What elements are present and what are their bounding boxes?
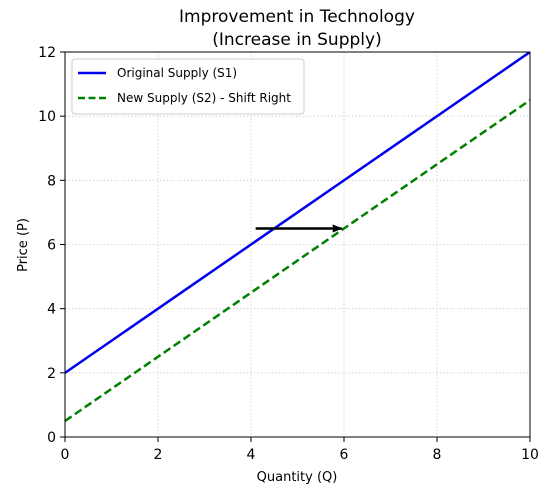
x-tick-label: 4 [247,447,256,463]
x-tick-label: 10 [521,447,539,463]
x-tick-label: 0 [61,447,70,463]
legend-frame [71,58,305,115]
chart-title-line2: (Increase in Supply) [212,30,381,50]
x-tick-label: 8 [433,447,442,463]
series-layer [65,52,530,422]
legend-label-new-supply: New Supply (S2) - Shift Right [117,91,291,105]
y-tick-label: 8 [47,173,56,189]
legend: Original Supply (S1) New Supply (S2) - S… [71,58,305,115]
y-tick-label: 6 [47,238,56,254]
series-line-new-supply [65,99,530,422]
y-tick-label: 0 [47,430,56,446]
x-tick-label: 2 [154,447,163,463]
series-line-original-supply [65,52,530,374]
y-axis-label: Price (P) [16,218,31,272]
y-tick-label: 10 [38,109,56,125]
x-tick-label: 6 [340,447,349,463]
y-tick-label: 12 [38,45,56,61]
y-tick-label: 2 [47,366,56,382]
x-axis-label: Quantity (Q) [257,470,338,485]
legend-label-original-supply: Original Supply (S1) [117,66,237,80]
ticks: 0 2 4 6 8 10 0 2 4 6 8 10 12 [38,45,539,463]
y-tick-label: 4 [47,302,56,318]
chart-title-line1: Improvement in Technology [179,7,415,27]
